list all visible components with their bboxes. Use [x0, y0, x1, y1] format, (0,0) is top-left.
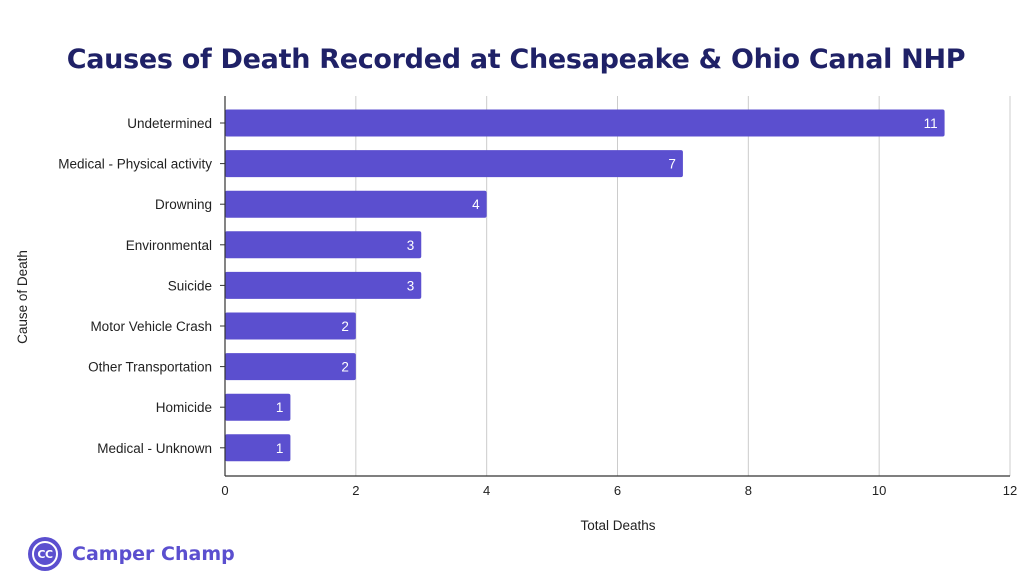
bar — [225, 231, 422, 259]
logo-monogram: CC — [32, 541, 58, 567]
bar — [225, 393, 291, 421]
bar — [225, 150, 683, 178]
x-tick-label: 0 — [221, 483, 228, 498]
data-label: 2 — [341, 319, 349, 334]
category-label: Medical - Physical activity — [58, 157, 212, 172]
category-label: Environmental — [126, 238, 212, 253]
data-label: 11 — [924, 116, 938, 131]
category-label: Medical - Unknown — [97, 441, 212, 456]
data-label: 1 — [276, 400, 284, 415]
category-label: Drowning — [155, 197, 212, 212]
category-label: Other Transportation — [88, 360, 212, 375]
camper-champ-logo-icon: CC — [28, 537, 62, 571]
data-label: 4 — [472, 197, 480, 212]
bar — [225, 353, 356, 381]
data-label: 3 — [407, 238, 415, 253]
category-label: Motor Vehicle Crash — [90, 319, 212, 334]
data-label: 2 — [341, 360, 349, 375]
y-axis-title: Cause of Death — [15, 250, 30, 344]
bar — [225, 434, 291, 462]
x-tick-label: 10 — [872, 483, 886, 498]
x-tick-label: 12 — [1003, 483, 1017, 498]
category-label: Undetermined — [127, 116, 212, 131]
chart-title: Causes of Death Recorded at Chesapeake &… — [66, 44, 966, 75]
x-tick-label: 6 — [614, 483, 621, 498]
x-tick-label: 2 — [352, 483, 359, 498]
data-label: 7 — [668, 157, 676, 172]
data-label: 1 — [276, 441, 284, 456]
brand-name: Camper Champ — [72, 543, 235, 565]
bar — [225, 109, 945, 137]
bar — [225, 271, 422, 299]
brand-logo-block: CC Camper Champ — [28, 536, 235, 572]
x-tick-label: 8 — [745, 483, 752, 498]
bar — [225, 312, 356, 340]
data-label: 3 — [407, 278, 415, 293]
x-tick-label: 4 — [483, 483, 490, 498]
bar — [225, 190, 487, 218]
category-label: Homicide — [156, 400, 212, 415]
x-axis-title: Total Deaths — [580, 518, 655, 533]
category-label: Suicide — [168, 278, 212, 293]
